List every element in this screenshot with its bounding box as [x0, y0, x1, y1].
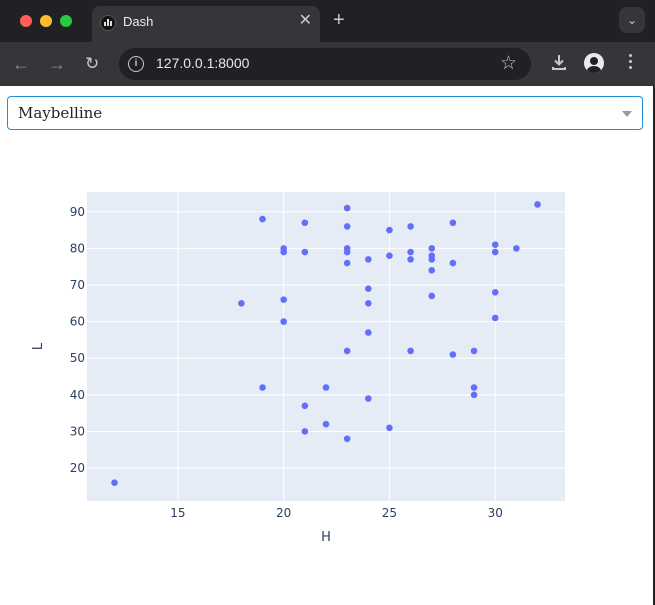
back-arrow-icon[interactable]: ←	[12, 54, 30, 74]
data-point[interactable]	[407, 248, 414, 256]
data-point[interactable]	[470, 391, 478, 399]
data-point[interactable]	[491, 241, 499, 249]
data-point[interactable]	[238, 299, 245, 307]
forward-arrow-icon[interactable]: →	[48, 54, 66, 74]
data-point[interactable]	[428, 245, 436, 252]
data-point[interactable]	[386, 252, 393, 260]
data-point[interactable]	[322, 420, 330, 428]
y-tick-label: 20	[70, 461, 85, 475]
data-point[interactable]	[428, 292, 436, 300]
dash-favicon-icon	[100, 15, 116, 31]
tab-title: Dash	[123, 14, 154, 29]
data-point[interactable]	[280, 248, 287, 256]
data-point[interactable]	[365, 395, 372, 402]
reload-icon[interactable]: ↻	[85, 54, 100, 73]
y-tick-label: 70	[70, 278, 85, 292]
data-point[interactable]	[491, 314, 499, 322]
data-point[interactable]	[491, 248, 499, 256]
data-point[interactable]	[407, 347, 414, 355]
y-axis-label: L	[31, 342, 46, 350]
tab-close-icon[interactable]: ✕	[298, 12, 312, 29]
data-point[interactable]	[259, 215, 266, 223]
download-icon[interactable]	[550, 53, 568, 76]
y-tick-label: 50	[70, 351, 85, 365]
y-tick-label: 60	[70, 315, 85, 329]
maximize-window-button[interactable]	[60, 15, 72, 27]
info-icon[interactable]: i	[128, 56, 144, 72]
data-point[interactable]	[491, 289, 499, 296]
data-point[interactable]	[365, 285, 372, 292]
x-tick-label: 20	[276, 506, 291, 520]
data-point[interactable]	[301, 428, 309, 435]
data-point[interactable]	[322, 384, 330, 391]
data-point[interactable]	[111, 479, 118, 486]
x-tick-label: 25	[382, 506, 397, 520]
data-point[interactable]	[470, 347, 478, 355]
star-icon[interactable]: ☆	[499, 53, 517, 74]
data-point[interactable]	[365, 256, 372, 263]
data-point[interactable]	[343, 223, 351, 230]
data-point[interactable]	[259, 384, 266, 391]
data-point[interactable]	[534, 201, 541, 208]
x-tick-label: 15	[170, 506, 185, 520]
data-point[interactable]	[280, 318, 287, 325]
data-point[interactable]	[470, 384, 478, 391]
plot-area	[87, 192, 565, 501]
data-point[interactable]	[343, 259, 351, 267]
brand-dropdown[interactable]: Maybelline	[7, 96, 643, 130]
x-tick-label: 30	[488, 506, 503, 520]
chevron-down-icon[interactable]	[622, 111, 632, 117]
new-tab-button[interactable]: +	[333, 9, 345, 31]
data-point[interactable]	[407, 223, 414, 230]
data-point[interactable]	[428, 267, 436, 274]
tick-labels: 15 20 25 30 20 30 40 50 60 70 80 90	[70, 205, 503, 520]
data-point[interactable]	[386, 226, 393, 234]
browser-tab[interactable]: Dash ✕	[92, 6, 320, 42]
data-point[interactable]	[343, 347, 351, 355]
data-point[interactable]	[428, 256, 436, 263]
data-point[interactable]	[513, 245, 520, 252]
y-tick-label: 90	[70, 205, 85, 219]
data-point[interactable]	[449, 259, 457, 267]
data-point[interactable]	[449, 351, 457, 358]
data-point[interactable]	[280, 296, 287, 303]
y-tick-label: 40	[70, 388, 85, 402]
tab-strip: Dash ✕ + ⌄	[0, 0, 655, 42]
y-tick-label: 30	[70, 424, 85, 438]
profile-icon[interactable]	[584, 53, 604, 73]
data-point[interactable]	[365, 329, 372, 336]
tab-search-button[interactable]: ⌄	[619, 7, 645, 33]
url-text[interactable]: 127.0.0.1:8000	[156, 55, 250, 71]
data-point[interactable]	[343, 248, 351, 256]
data-point[interactable]	[301, 219, 309, 227]
data-point[interactable]	[343, 204, 351, 212]
x-axis-label: H	[321, 530, 331, 545]
browser-toolbar: ← → ↻ i 127.0.0.1:8000 ☆	[0, 42, 655, 86]
data-point[interactable]	[343, 435, 351, 443]
data-points	[111, 201, 541, 486]
address-bar[interactable]: i 127.0.0.1:8000 ☆	[119, 48, 531, 80]
scatter-chart: 15 20 25 30 20 30 40 50 60 70 80 90 H L	[31, 192, 565, 545]
data-point[interactable]	[449, 219, 457, 227]
data-point[interactable]	[407, 256, 414, 263]
data-point[interactable]	[301, 248, 309, 256]
dropdown-selected-value: Maybelline	[18, 104, 103, 122]
data-point[interactable]	[365, 299, 372, 307]
minimize-window-button[interactable]	[40, 15, 52, 27]
data-point[interactable]	[301, 402, 309, 410]
data-point[interactable]	[386, 424, 393, 432]
close-window-button[interactable]	[20, 15, 32, 27]
y-tick-label: 80	[70, 241, 85, 255]
menu-icon[interactable]	[629, 54, 633, 72]
